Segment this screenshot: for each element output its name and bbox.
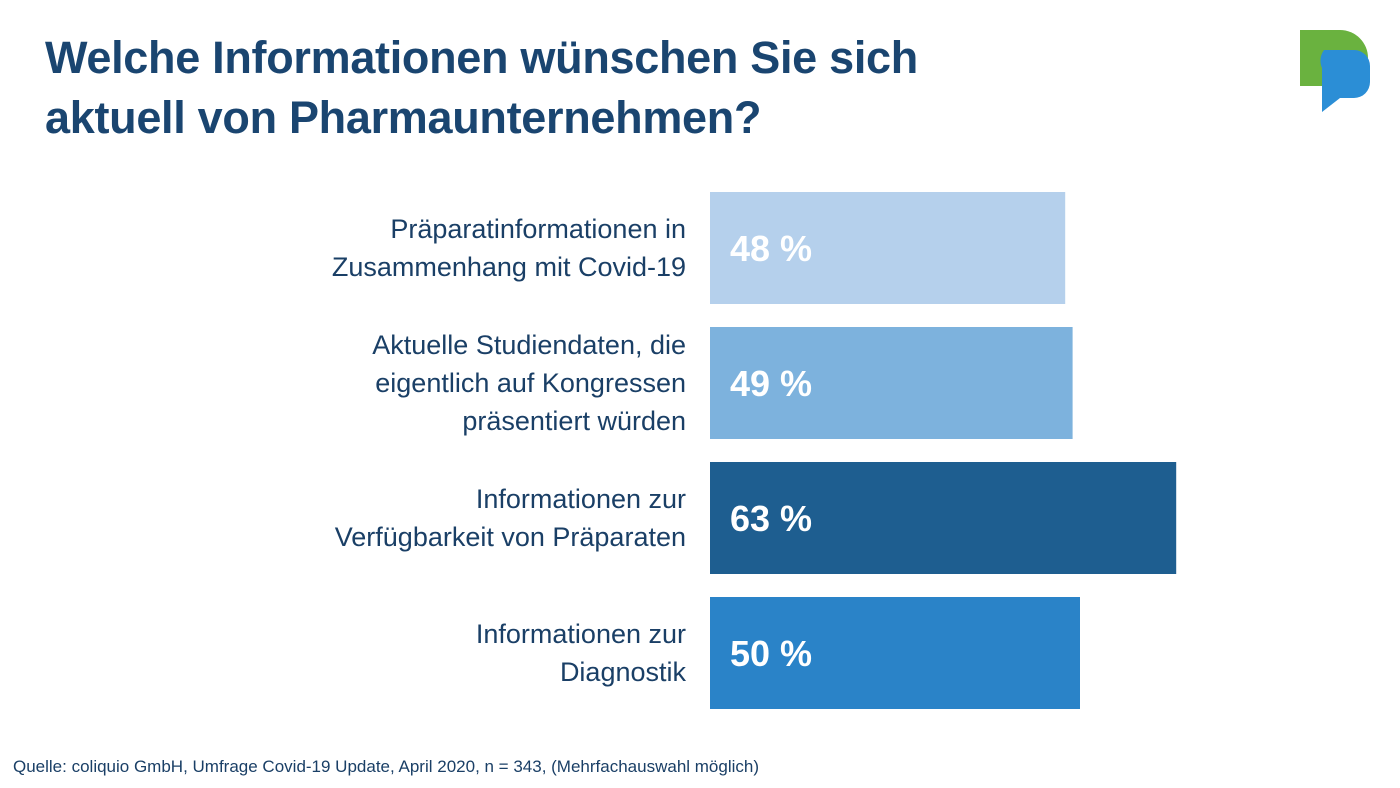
category-label-2-line-2: eigentlich auf Kongressen [375, 368, 686, 398]
bar-value-label-2: 49 % [730, 363, 812, 404]
source-note: Quelle: coliquio GmbH, Umfrage Covid-19 … [13, 757, 760, 776]
category-label-3-line-1: Informationen zur [476, 484, 686, 514]
category-label-1-line-2: Zusammenhang mit Covid-19 [332, 252, 686, 282]
bar-3 [710, 462, 1177, 574]
bar-value-label-3: 63 % [730, 498, 812, 539]
category-label-4-line-2: Diagnostik [560, 657, 687, 687]
bar-1 [710, 192, 1066, 304]
category-label-4-line-1: Informationen zur [476, 619, 686, 649]
category-label-3-line-2: Verfügbarkeit von Präparaten [335, 522, 686, 552]
chart-title: Welche Informationen wünschen Sie sich a… [45, 28, 1145, 148]
speech-bubble-logo-icon [1300, 30, 1370, 112]
category-label-2-line-3: präsentiert würden [462, 406, 686, 436]
category-label-2-line-1: Aktuelle Studiendaten, die [372, 330, 686, 360]
chart-title-line-1: Welche Informationen wünschen Sie sich [45, 32, 918, 83]
chart-title-line-2: aktuell von Pharmaunternehmen? [45, 92, 762, 143]
bar-4 [710, 597, 1080, 709]
bar-value-label-1: 48 % [730, 228, 812, 269]
category-label-1-line-1: Präparatinformationen in [390, 214, 686, 244]
logo-blue-bubble [1320, 50, 1370, 112]
bar-value-label-4: 50 % [730, 633, 812, 674]
bar-2 [710, 327, 1073, 439]
